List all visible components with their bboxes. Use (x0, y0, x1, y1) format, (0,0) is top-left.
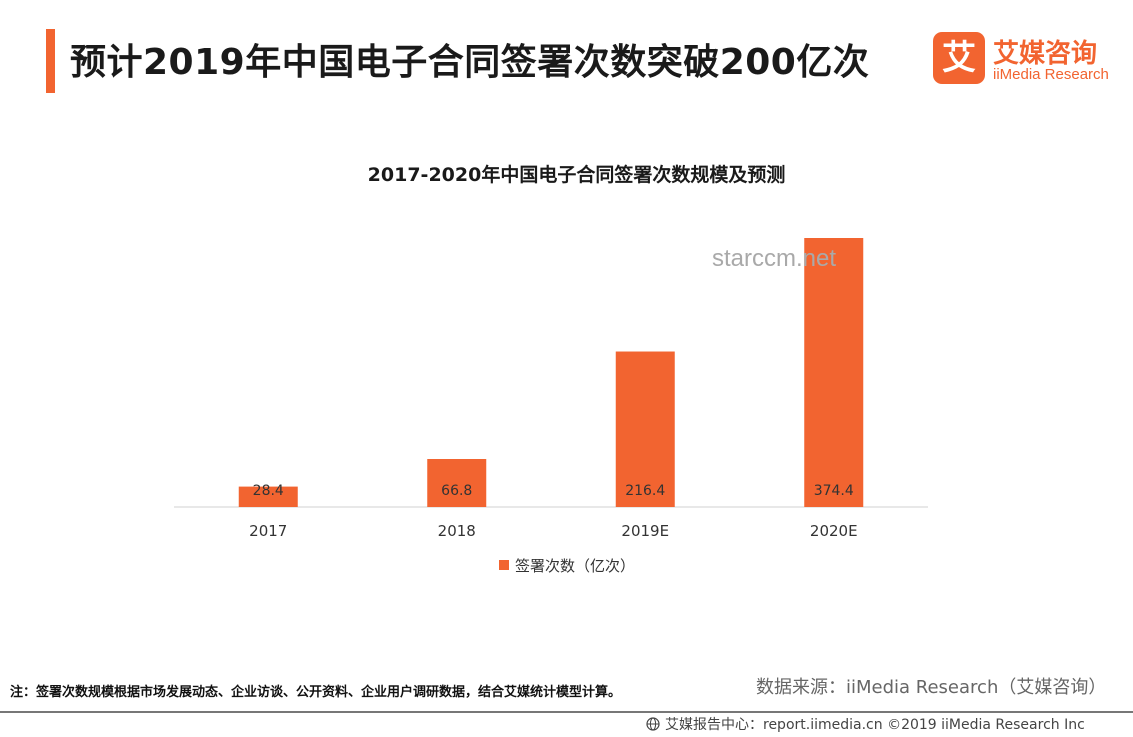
legend-label: 签署次数（亿次） (515, 556, 636, 575)
logo-mark-icon: 艾 (933, 32, 985, 84)
iimedia-logo: 艾 艾媒咨询 iiMedia Research (933, 32, 1123, 88)
data-label-2020E: 374.4 (814, 483, 854, 499)
page-title: 预计2019年中国电子合同签署次数突破200亿次 (70, 42, 870, 83)
chart-legend: 签署次数（亿次） (499, 555, 635, 575)
footer-divider (0, 711, 1133, 713)
title-accent-bar (46, 29, 55, 93)
data-label-2019E: 216.4 (625, 483, 665, 499)
bar-2019E (615, 351, 675, 507)
footer: 艾媒报告中心：report.iimedia.cn ©2019 iiMedia R… (646, 714, 1085, 734)
x-tick-label-2017: 2017 (249, 522, 287, 540)
x-tick-label-2019E: 2019E (621, 522, 669, 540)
methodology-note: 注：签署次数规模根据市场发展动态、企业访谈、公开资料、企业用户调研数据，结合艾媒… (10, 685, 622, 700)
bar-2017 (238, 486, 298, 507)
bar-2020E (804, 238, 864, 507)
square-swatch-icon (499, 560, 509, 570)
logo-name-en: iiMedia Research (993, 66, 1109, 83)
x-tick-label-2018: 2018 (438, 522, 476, 540)
watermark: starccm.net (712, 245, 837, 272)
logo-name-cn: 艾媒咨询 (993, 39, 1098, 69)
globe-icon (646, 717, 660, 731)
data-label-2018: 66.8 (441, 483, 472, 499)
logo-mark-char: 艾 (942, 38, 976, 78)
footer-text: 艾媒报告中心：report.iimedia.cn ©2019 iiMedia R… (665, 717, 1085, 733)
data-source: 数据来源：iiMedia Research（艾媒咨询） (756, 677, 1107, 698)
data-label-2017: 28.4 (253, 483, 284, 499)
x-tick-label-2020E: 2020E (810, 522, 858, 540)
bar-2018 (427, 459, 487, 507)
chart-title: 2017-2020年中国电子合同签署次数规模及预测 (367, 164, 786, 186)
